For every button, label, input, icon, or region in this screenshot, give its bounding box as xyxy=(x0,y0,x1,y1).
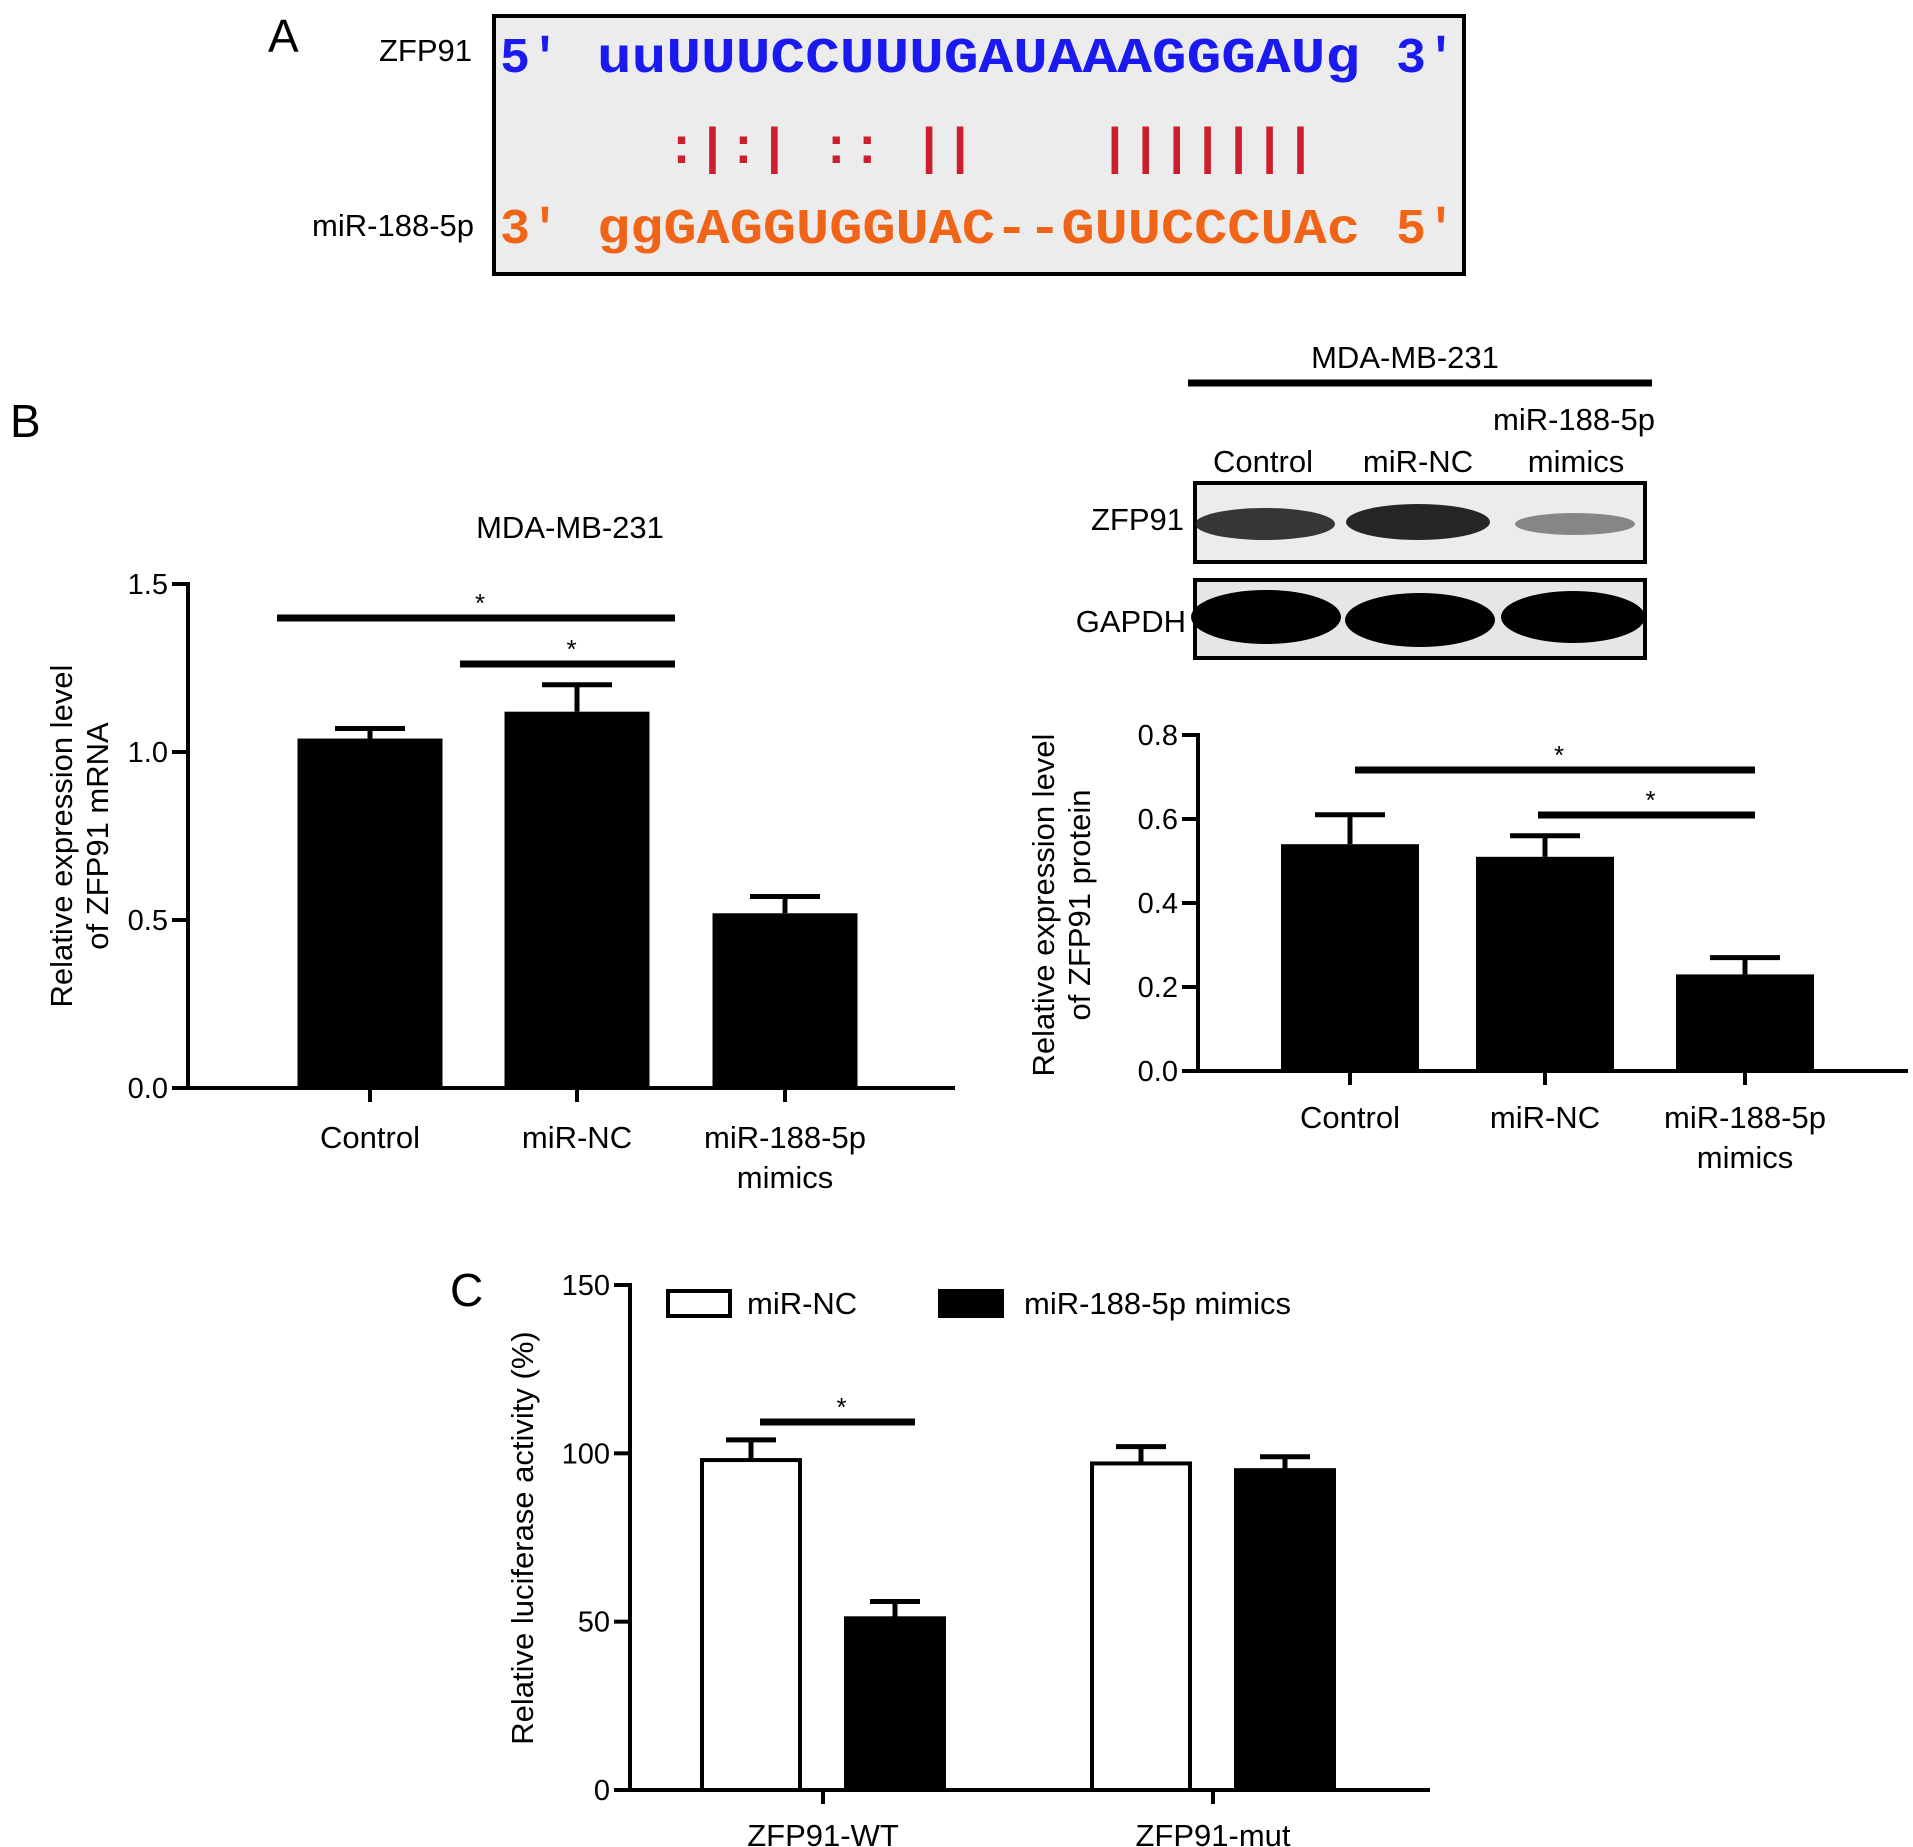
x-tick-label: miR-NC xyxy=(1490,1100,1600,1135)
x-tick-label: ZFP91-WT xyxy=(747,1818,899,1847)
y-axis-label: Relative expression level xyxy=(1026,734,1061,1077)
blot-band-gapdh-mimics xyxy=(1501,591,1645,643)
bar xyxy=(297,738,443,1088)
blot-row-label-zfp91: ZFP91 xyxy=(1091,502,1184,537)
blot-lane-label-control: Control xyxy=(1213,444,1313,479)
significance-star: * xyxy=(1645,785,1655,815)
y-axis-label: Relative expression level xyxy=(44,665,79,1008)
bar xyxy=(1676,974,1814,1071)
blot-lane-label-mimics-line2: mimics xyxy=(1528,444,1624,479)
y-tick-label: 1.5 xyxy=(128,569,168,601)
y-tick-label: 0.6 xyxy=(1138,804,1178,836)
bar xyxy=(1090,1461,1192,1793)
significance-star: * xyxy=(475,588,485,618)
luciferase-bar-chart: 0 50 100 150 Relative luciferase activity (%… xyxy=(505,1270,1430,1847)
y-tick-label: 150 xyxy=(562,1270,610,1302)
blot-cell-line: MDA-MB-231 xyxy=(1311,340,1499,375)
y-tick-label: 0.0 xyxy=(1138,1056,1178,1088)
bar xyxy=(712,913,858,1088)
bar xyxy=(504,711,650,1088)
y-tick-label: 0.4 xyxy=(1138,888,1178,920)
blot-band-zfp91-mimics xyxy=(1515,513,1635,535)
x-tick-label: miR-NC xyxy=(522,1120,632,1155)
x-tick-label: Control xyxy=(1300,1100,1400,1135)
y-tick-label: 50 xyxy=(578,1607,610,1639)
panel-label-c: C xyxy=(450,1264,483,1316)
bar xyxy=(1234,1468,1336,1792)
blot-band-zfp91-mir-nc xyxy=(1346,504,1490,540)
blot-band-gapdh-control xyxy=(1191,590,1341,644)
chart-title: MDA-MB-231 xyxy=(476,510,664,545)
alignment-top-label: ZFP91 xyxy=(379,33,472,68)
panel-label-b: B xyxy=(10,395,41,447)
x-tick-label: ZFP91-mut xyxy=(1135,1818,1290,1847)
legend-swatch xyxy=(938,1289,1004,1318)
y-axis-label: Relative luciferase activity (%) xyxy=(505,1331,540,1744)
mir-three-prime: 3' xyxy=(500,202,560,259)
x-tick-label: miR-188-5p xyxy=(704,1120,866,1155)
significance-star: * xyxy=(566,634,576,664)
y-axis-label: of ZFP91 protein xyxy=(1062,790,1097,1021)
y-axis-label: of ZFP91 mRNA xyxy=(80,722,115,950)
panel-label-a: A xyxy=(268,10,299,62)
y-tick-label: 100 xyxy=(562,1438,610,1470)
y-tick-label: 1.0 xyxy=(128,737,168,769)
mrna-bar-chart: 0.0 0.5 1.0 1.5 Relative expression level of … xyxy=(44,510,955,1195)
bar xyxy=(1281,844,1419,1071)
x-tick-label: mimics xyxy=(737,1160,833,1195)
zfp91-sequence: uuUUUCCUUUGAUAAAGGGAUg xyxy=(597,31,1360,88)
y-tick-label: 0.5 xyxy=(128,905,168,937)
blot-lane-label-mimics-line1: miR-188-5p xyxy=(1493,402,1655,437)
blot-band-gapdh-mir-nc xyxy=(1345,593,1495,647)
x-tick-label: mimics xyxy=(1697,1140,1793,1175)
zfp91-five-prime: 5' xyxy=(500,31,560,88)
blot-lane-label-mir-nc: miR-NC xyxy=(1363,444,1473,479)
alignment-box xyxy=(492,14,1466,276)
pairing-line: :|:| :: || ||||||| xyxy=(666,122,1316,179)
x-tick-label: Control xyxy=(320,1120,420,1155)
legend-label: miR-NC xyxy=(747,1286,857,1321)
zfp91-three-prime: 3' xyxy=(1396,31,1456,88)
bar xyxy=(1476,856,1614,1071)
alignment-bottom-label: miR-188-5p xyxy=(312,208,474,243)
mir-five-prime: 5' xyxy=(1396,202,1456,259)
y-tick-label: 0.0 xyxy=(128,1073,168,1105)
western-blot: MDA-MB-231 Control miR-NC miR-188-5p mim… xyxy=(1076,340,1655,660)
blot-row-label-gapdh: GAPDH xyxy=(1076,604,1186,639)
mir-sequence: ggGAGGUGGUAC--GUUCCCUAc xyxy=(597,202,1360,259)
y-tick-label: 0 xyxy=(594,1775,610,1807)
protein-bar-chart: 0.0 0.2 0.4 0.6 0.8 Relative expression level… xyxy=(1026,720,1908,1175)
significance-star: * xyxy=(1554,740,1564,770)
legend: miR-NC miR-188-5p mimics xyxy=(666,1286,1291,1321)
significance-star: * xyxy=(836,1392,846,1422)
bar xyxy=(700,1458,802,1792)
x-tick-label: miR-188-5p xyxy=(1664,1100,1826,1135)
y-tick-label: 0.2 xyxy=(1138,972,1178,1004)
y-tick-label: 0.8 xyxy=(1138,720,1178,752)
legend-label: miR-188-5p mimics xyxy=(1024,1286,1291,1321)
blot-band-zfp91-control xyxy=(1195,508,1335,540)
bar xyxy=(844,1616,946,1793)
legend-swatch xyxy=(666,1289,732,1318)
